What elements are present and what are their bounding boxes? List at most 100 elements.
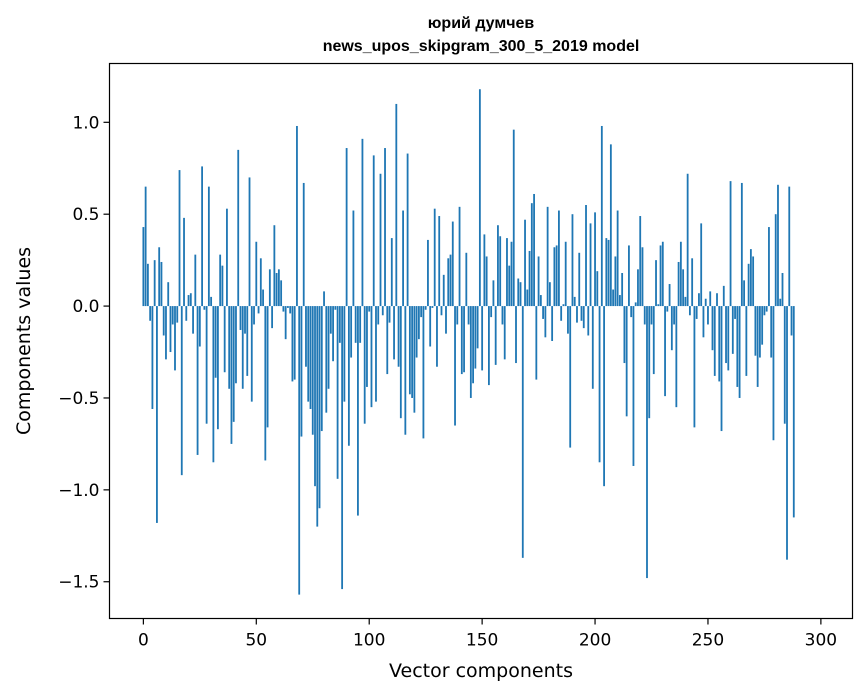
bar bbox=[280, 280, 283, 307]
bar bbox=[702, 306, 705, 338]
bar bbox=[259, 258, 262, 307]
bar bbox=[603, 306, 605, 487]
bar bbox=[616, 210, 619, 307]
bar bbox=[747, 263, 750, 307]
bar bbox=[377, 306, 380, 325]
bar bbox=[454, 306, 456, 426]
bar bbox=[176, 306, 179, 323]
bar bbox=[201, 166, 203, 307]
bar bbox=[576, 306, 578, 323]
bar bbox=[323, 291, 325, 307]
bar bbox=[343, 306, 346, 402]
bar bbox=[517, 278, 520, 307]
bar bbox=[652, 306, 655, 375]
bar bbox=[729, 181, 732, 307]
bar bbox=[449, 254, 452, 307]
bar bbox=[144, 186, 147, 307]
bar bbox=[688, 306, 691, 316]
bar bbox=[761, 306, 764, 345]
bar bbox=[250, 306, 253, 402]
bar bbox=[573, 296, 576, 307]
bar bbox=[395, 103, 398, 307]
bar bbox=[397, 306, 400, 367]
bar bbox=[679, 241, 682, 307]
bar bbox=[600, 125, 603, 307]
bar bbox=[740, 182, 743, 307]
bar bbox=[768, 227, 770, 307]
bar bbox=[255, 241, 258, 307]
bar bbox=[230, 306, 233, 444]
bar bbox=[716, 293, 718, 307]
bar bbox=[786, 306, 788, 560]
bar bbox=[277, 269, 280, 307]
bar bbox=[673, 306, 675, 325]
bar bbox=[307, 306, 310, 402]
bar bbox=[643, 306, 646, 325]
bar bbox=[501, 306, 504, 325]
bar bbox=[282, 306, 285, 312]
bar bbox=[320, 306, 323, 432]
bar bbox=[580, 306, 583, 321]
bar bbox=[779, 298, 782, 307]
bar bbox=[264, 306, 267, 461]
bar bbox=[189, 293, 192, 307]
bar bbox=[571, 214, 574, 307]
bar bbox=[605, 238, 608, 307]
bar bbox=[393, 306, 395, 360]
x-tick-label: 0 bbox=[138, 631, 149, 651]
bar bbox=[682, 269, 685, 307]
bar bbox=[646, 306, 648, 579]
bar bbox=[494, 306, 497, 365]
bar bbox=[424, 306, 427, 310]
bar bbox=[670, 306, 673, 351]
bar bbox=[300, 306, 303, 437]
bar bbox=[661, 241, 664, 307]
bar bbox=[485, 256, 488, 307]
chart-title: юрий думчев bbox=[428, 15, 535, 32]
bar bbox=[149, 306, 152, 321]
bar bbox=[481, 306, 484, 371]
bar bbox=[212, 306, 215, 463]
bar bbox=[749, 249, 752, 307]
bar bbox=[623, 306, 626, 364]
bar bbox=[404, 306, 407, 435]
bar bbox=[756, 306, 759, 387]
bar bbox=[650, 306, 653, 325]
bar bbox=[338, 306, 341, 343]
bar bbox=[318, 306, 321, 509]
bar bbox=[379, 173, 382, 307]
bar bbox=[596, 271, 599, 307]
bar bbox=[433, 208, 436, 307]
bar bbox=[438, 216, 441, 307]
bar bbox=[630, 306, 633, 318]
bar bbox=[214, 306, 217, 378]
bar bbox=[585, 205, 587, 307]
bar bbox=[524, 219, 526, 307]
bar bbox=[777, 184, 779, 307]
y-tick-label: −1.5 bbox=[58, 573, 99, 593]
bar bbox=[239, 306, 242, 330]
bar bbox=[526, 289, 529, 307]
bar bbox=[417, 306, 420, 340]
bar bbox=[266, 306, 269, 428]
bar bbox=[210, 296, 213, 307]
bar bbox=[472, 306, 474, 384]
bar bbox=[587, 306, 590, 336]
x-tick-label: 150 bbox=[466, 631, 498, 651]
bar bbox=[411, 306, 414, 398]
bar bbox=[754, 306, 757, 356]
bar bbox=[492, 280, 495, 307]
bar bbox=[284, 306, 287, 340]
bar bbox=[478, 89, 481, 307]
bar bbox=[192, 306, 194, 334]
bar bbox=[429, 306, 432, 347]
bar bbox=[203, 306, 206, 310]
bar bbox=[675, 306, 678, 408]
bar bbox=[544, 306, 547, 338]
bar bbox=[293, 306, 296, 380]
bar bbox=[648, 306, 651, 419]
bar bbox=[354, 306, 357, 343]
bar bbox=[366, 306, 368, 387]
bar bbox=[226, 208, 228, 307]
